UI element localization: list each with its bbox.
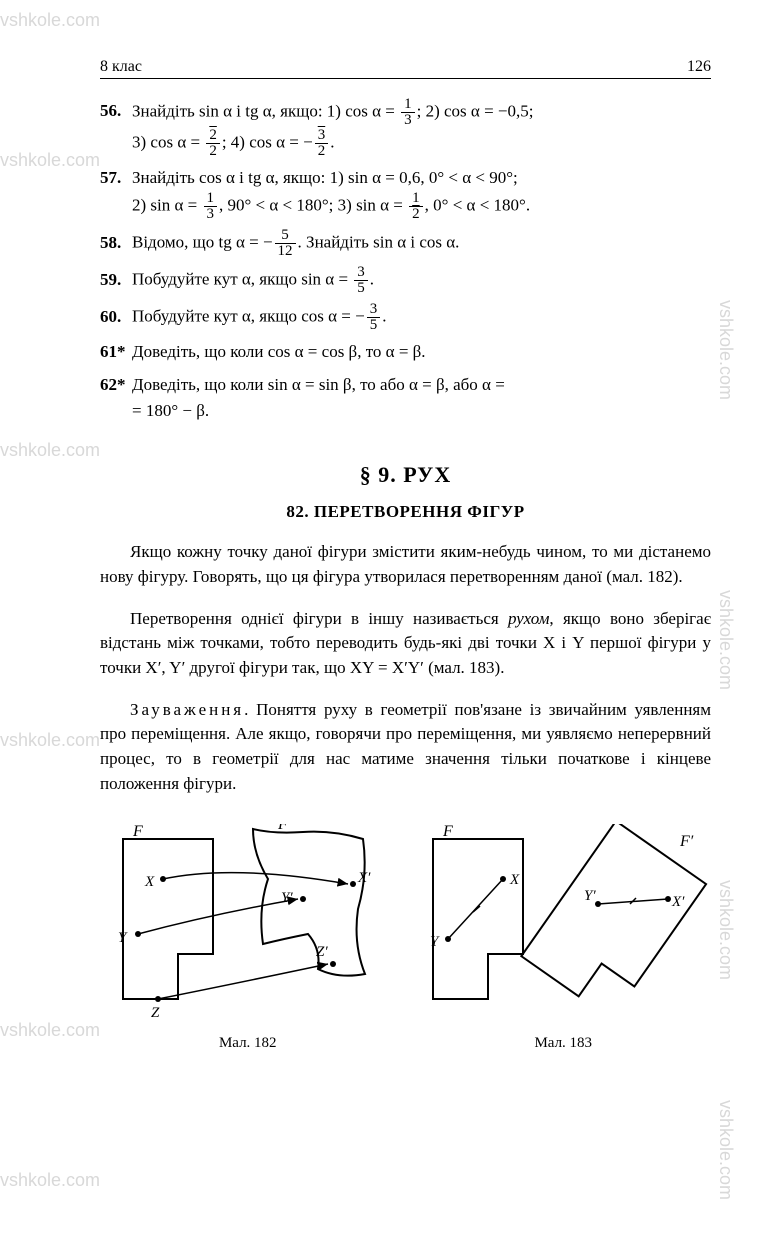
problem-56: 56.Знайдіть sin α і tg α, якщо: 1) cos α… — [100, 97, 711, 159]
problem-text: . — [382, 307, 386, 326]
fig-label-Xprime: X′ — [357, 870, 371, 886]
problem-text: , 90° < α < 180°; 3) sin α = — [219, 196, 407, 215]
emphasis: рухом — [508, 609, 549, 628]
figure-182-svg: F F′ X Y′ X′ Y Z′ Z — [103, 824, 393, 1024]
fig-label-F: F — [132, 824, 143, 840]
problem-number: 62* — [100, 372, 132, 398]
problem-text: , 0° < α < 180°. — [425, 196, 530, 215]
page-number: 126 — [687, 58, 711, 76]
paragraph-3: Зауваження. Поняття руху в геометрії пов… — [100, 698, 711, 797]
note-label: Зауваження — [130, 700, 244, 719]
problem-text: . — [370, 270, 374, 289]
paragraph-text: Перетворення однієї фігури в іншу назива… — [130, 609, 508, 628]
problem-number: 56. — [100, 98, 132, 124]
problem-59: 59.Побудуйте кут α, якщо sin α = 35. — [100, 265, 711, 296]
problem-text: Знайдіть cos α і tg α, якщо: 1) sin α = … — [132, 168, 518, 187]
page-content: 8 клас 126 56.Знайдіть sin α і tg α, якщ… — [0, 0, 781, 1072]
subsection-title: 82. ПЕРЕТВОРЕННЯ ФІГУР — [100, 502, 711, 522]
problem-text: ; 2) cos α = −0,5; — [417, 101, 534, 120]
problem-text: Побудуйте кут α, якщо cos α = − — [132, 307, 365, 326]
problem-text: Знайдіть sin α і tg α, якщо: 1) cos α = — [132, 101, 399, 120]
problem-60: 60.Побудуйте кут α, якщо cos α = −35. — [100, 302, 711, 333]
fig-label-Yprime: Y′ — [584, 888, 596, 904]
problem-61: 61*Доведіть, що коли cos α = cos β, то α… — [100, 339, 711, 365]
fig-label-X: X — [509, 872, 520, 888]
problem-text: 3) cos α = — [132, 132, 204, 151]
section-title: § 9. РУХ — [100, 462, 711, 488]
problem-text: Доведіть, що коли sin α = sin β, то або … — [132, 375, 505, 394]
problem-58: 58.Відомо, що tg α = −512. Знайдіть sin … — [100, 228, 711, 259]
problem-text: . Знайдіть sin α і cos α. — [298, 233, 460, 252]
fig-label-X: X — [144, 874, 155, 890]
fig-label-Yprime: Y′ — [281, 890, 293, 906]
figure-caption: Мал. 183 — [418, 1035, 708, 1052]
problem-text: Відомо, що tg α = − — [132, 233, 273, 252]
paragraph-2: Перетворення однієї фігури в іншу назива… — [100, 607, 711, 681]
fig-label-F: F — [442, 824, 453, 840]
watermark: vshkole.com — [0, 1170, 100, 1191]
fig-label-Fprime: F′ — [277, 824, 292, 833]
problem-text: 2) sin α = — [132, 196, 202, 215]
fig-label-Fprime: F′ — [679, 833, 694, 850]
page-header: 8 клас 126 — [100, 58, 711, 79]
problem-text: Доведіть, що коли cos α = cos β, то α = … — [132, 342, 426, 361]
problem-text: = 180° − β. — [100, 398, 711, 424]
fig-label-Zprime: Z′ — [316, 944, 328, 960]
figure-caption: Мал. 182 — [103, 1035, 393, 1052]
class-label: 8 клас — [100, 58, 142, 76]
problem-text: Побудуйте кут α, якщо sin α = — [132, 270, 352, 289]
figure-183: F F′ X Y Y′ X′ Мал. 183 — [418, 824, 708, 1052]
problem-number: 58. — [100, 230, 132, 256]
watermark: vshkole.com — [715, 1100, 736, 1200]
fig-label-Y: Y — [430, 934, 440, 950]
fig-label-Y: Y — [118, 930, 128, 946]
problem-number: 59. — [100, 267, 132, 293]
fig-label-Z: Z — [151, 1005, 160, 1021]
problem-number: 57. — [100, 165, 132, 191]
problem-57: 57.Знайдіть cos α і tg α, якщо: 1) sin α… — [100, 165, 711, 222]
problem-text: ; 4) cos α = − — [222, 132, 313, 151]
problem-62: 62*Доведіть, що коли sin α = sin β, то а… — [100, 372, 711, 425]
problem-number: 60. — [100, 304, 132, 330]
figure-182: F F′ X Y′ X′ Y Z′ Z Мал. 182 — [103, 824, 393, 1052]
paragraph-1: Якщо кожну точку даної фігури змістити я… — [100, 540, 711, 589]
fig-label-Xprime: X′ — [671, 894, 685, 910]
figure-183-svg: F F′ X Y Y′ X′ — [418, 824, 708, 1024]
problem-text: . — [330, 132, 334, 151]
figures-row: F F′ X Y′ X′ Y Z′ Z Мал. 182 — [100, 824, 711, 1052]
problem-number: 61* — [100, 339, 132, 365]
